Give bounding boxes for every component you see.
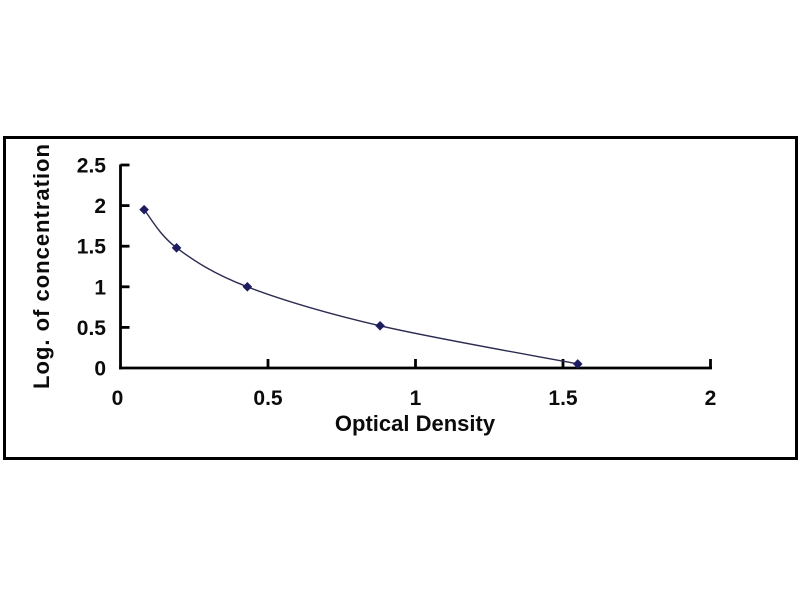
y-axis-title: Log. of concentration: [29, 143, 54, 389]
y-tick-label: 2.5: [77, 155, 107, 178]
x-tick-label: 0.5: [253, 387, 283, 410]
y-tick-label: 2: [94, 195, 106, 218]
plot-layer: 0 0.5 1 1.5 2 2.5 0 0.5 1 1.5 2: [77, 155, 717, 411]
chart-frame: [3, 136, 798, 460]
y-tick-label: 1.5: [77, 236, 107, 259]
y-tick-label: 0.5: [77, 317, 107, 340]
data-point-marker: [242, 282, 253, 292]
x-axis-title: Optical Density: [335, 411, 496, 436]
data-point-marker: [171, 243, 182, 253]
x-tick-label: 0: [112, 387, 124, 410]
x-tick-label: 1: [410, 387, 422, 410]
data-point-marker: [375, 320, 385, 331]
x-tick-label: 2: [705, 387, 717, 410]
y-tick-label: 1: [94, 276, 106, 299]
data-point-marker: [572, 359, 583, 369]
data-point-marker: [139, 204, 149, 215]
y-tick-label: 0: [94, 358, 106, 381]
x-tick-label: 1.5: [548, 387, 578, 410]
